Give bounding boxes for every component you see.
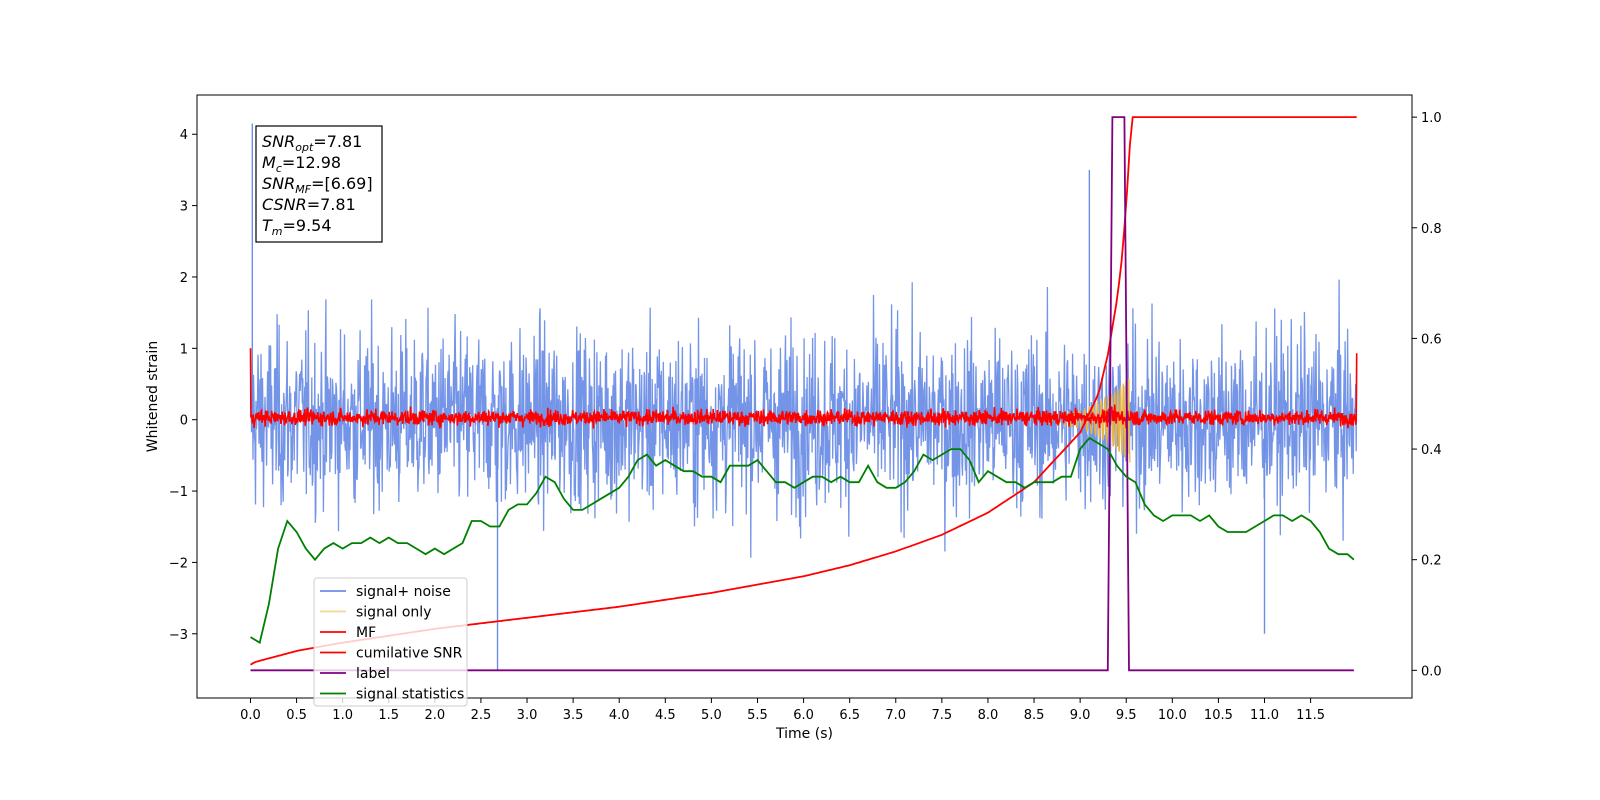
x-tick-label-10: 5.0: [701, 708, 722, 723]
legend-label-4: label: [356, 666, 390, 682]
x-tick-label-3: 1.5: [378, 708, 399, 723]
y-left-tick-label-0: 4: [180, 128, 188, 143]
x-tick-label-13: 6.5: [839, 708, 860, 723]
plot-frame: [196, 94, 1413, 699]
y-left-tick-label-1: 3: [180, 200, 188, 215]
x-tick-label-14: 7.0: [885, 708, 906, 723]
series-mf: [249, 348, 1358, 429]
y-left-tick-label-7: −3: [169, 628, 188, 643]
y-left-tick-label-5: −1: [169, 485, 188, 500]
x-tick-label-5: 2.5: [471, 708, 492, 723]
y-right-tick-label-3: 0.4: [1421, 443, 1442, 458]
x-tick-label-20: 10.0: [1158, 708, 1187, 723]
x-tick-label-15: 7.5: [932, 708, 953, 723]
y-right-tick-label-4: 0.2: [1421, 554, 1442, 569]
series-signal-statistics: [250, 436, 1355, 645]
axes: 0.0 0.5 1.0 1.5 2.0 2.5 3.0 3.5 4.0 4.5 5.0 5.5 6.0 6…: [169, 111, 1442, 723]
annotation-line-0: SNRopt=7.81: [262, 132, 362, 154]
x-tick-label-8: 4.0: [609, 708, 630, 723]
annotation-line-2: SNRMF=[6.69]: [262, 174, 373, 196]
annotation-box: [255, 125, 383, 243]
series-label: [250, 116, 1354, 672]
y-axis-label: Whitened strain: [145, 341, 161, 452]
series-signal-noise: [249, 279, 1358, 558]
x-tick-label-1: 0.5: [286, 708, 307, 723]
legend-label-0: signal+ noise: [356, 584, 451, 600]
x-axis-label: Time (s): [775, 726, 833, 742]
plot-series: [249, 116, 1358, 672]
annotation-line-1: Mc=12.98: [262, 153, 341, 175]
x-tick-label-9: 4.5: [655, 708, 676, 723]
y-right-tick-label-2: 0.6: [1421, 332, 1442, 347]
legend: signal+ noise signal only MF cumilative SNR…: [313, 577, 468, 707]
annotation-line-3: CSNR=7.81: [262, 195, 356, 214]
x-tick-label-21: 10.5: [1204, 708, 1233, 723]
legend-label-3: cumilative SNR: [356, 646, 463, 662]
x-tick-label-4: 2.0: [424, 708, 445, 723]
y-left-tick-label-6: −2: [169, 556, 188, 571]
y-left-tick-label-4: 0: [180, 414, 188, 429]
x-tick-label-12: 6.0: [793, 708, 814, 723]
y-right-tick-label-1: 0.8: [1421, 222, 1442, 237]
legend-label-1: signal only: [356, 605, 431, 621]
legend-label-5: signal statistics: [356, 687, 464, 703]
y-right-tick-label-5: 0.0: [1421, 664, 1442, 679]
legend-label-2: MF: [356, 625, 376, 641]
y-left-tick-label-2: 2: [180, 271, 188, 286]
x-tick-label-19: 9.5: [1116, 708, 1137, 723]
stats-annotation: SNRopt=7.81Mc=12.98SNRMF=[6.69]CSNR=7.81…: [255, 125, 383, 243]
x-tick-label-7: 3.5: [563, 708, 584, 723]
x-tick-label-0: 0.0: [240, 708, 261, 723]
y-right-tick-label-0: 1.0: [1421, 111, 1442, 126]
x-tick-label-6: 3.0: [517, 708, 538, 723]
x-tick-label-11: 5.5: [747, 708, 768, 723]
x-tick-label-18: 9.0: [1070, 708, 1091, 723]
x-tick-label-16: 8.0: [978, 708, 999, 723]
x-tick-label-17: 8.5: [1024, 708, 1045, 723]
y-left-tick-label-3: 1: [180, 342, 188, 357]
annotation-line-4: Tm=9.54: [262, 216, 332, 238]
x-tick-label-2: 1.0: [332, 708, 353, 723]
x-tick-label-23: 11.5: [1296, 708, 1325, 723]
x-tick-label-22: 11.0: [1250, 708, 1279, 723]
legend-box: [313, 577, 468, 707]
